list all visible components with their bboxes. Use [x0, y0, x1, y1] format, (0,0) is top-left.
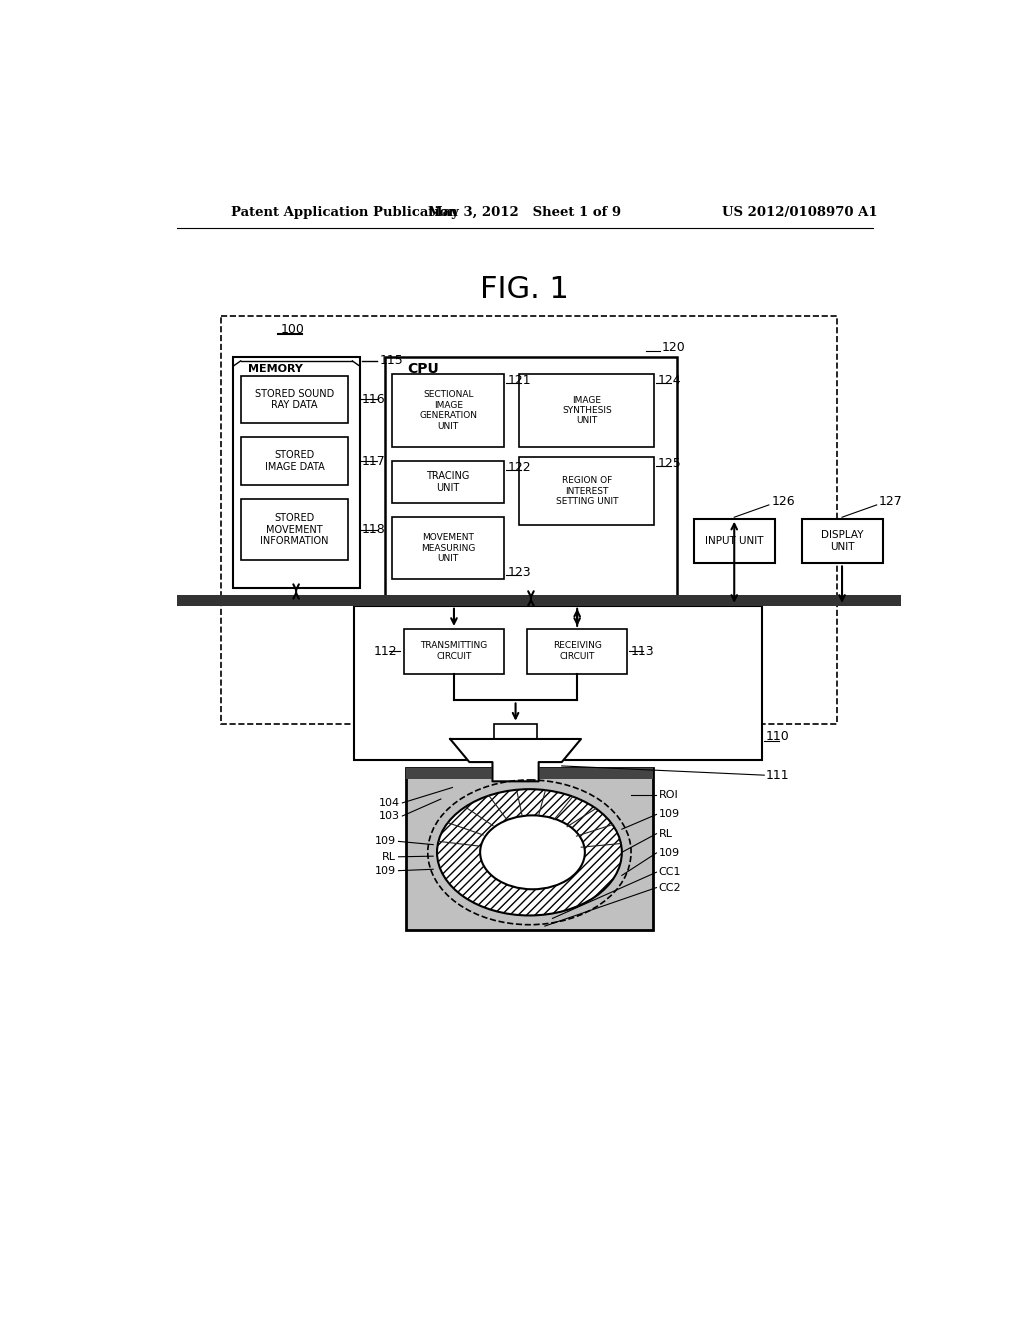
- Bar: [407, 768, 652, 779]
- Bar: [354, 606, 762, 760]
- Text: 109: 109: [375, 866, 396, 875]
- Bar: [519, 374, 654, 447]
- Text: SECTIONAL
IMAGE
GENERATION
UNIT: SECTIONAL IMAGE GENERATION UNIT: [419, 391, 477, 430]
- Bar: [241, 499, 348, 560]
- Text: May 3, 2012   Sheet 1 of 9: May 3, 2012 Sheet 1 of 9: [428, 206, 622, 219]
- Text: STORED SOUND
RAY DATA: STORED SOUND RAY DATA: [255, 388, 334, 411]
- Text: DISPLAY
UNIT: DISPLAY UNIT: [821, 531, 863, 552]
- Text: 117: 117: [361, 454, 385, 467]
- Bar: [802, 519, 883, 564]
- Bar: [241, 376, 348, 424]
- Text: RL: RL: [382, 851, 396, 862]
- Text: 109: 109: [375, 837, 396, 846]
- Bar: [221, 317, 838, 725]
- Text: INPUT UNIT: INPUT UNIT: [706, 536, 764, 546]
- Text: 115: 115: [379, 354, 403, 367]
- Text: 126: 126: [771, 495, 795, 508]
- Text: 125: 125: [658, 457, 682, 470]
- Text: TRANSMITTING
CIRCUIT: TRANSMITTING CIRCUIT: [420, 642, 487, 661]
- Bar: [392, 517, 504, 578]
- Text: STORED
IMAGE DATA: STORED IMAGE DATA: [264, 450, 325, 471]
- Text: ROI: ROI: [658, 791, 679, 800]
- Text: 121: 121: [508, 374, 531, 387]
- Text: TRACING
UNIT: TRACING UNIT: [427, 471, 470, 492]
- Text: RECEIVING
CIRCUIT: RECEIVING CIRCUIT: [553, 642, 601, 661]
- Text: 100: 100: [281, 323, 304, 335]
- Bar: [407, 768, 652, 929]
- Bar: [694, 519, 775, 564]
- Text: MOVEMENT
MEASURING
UNIT: MOVEMENT MEASURING UNIT: [421, 533, 475, 562]
- Text: 104: 104: [379, 797, 400, 808]
- Text: REGION OF
INTEREST
SETTING UNIT: REGION OF INTEREST SETTING UNIT: [556, 477, 618, 506]
- Text: CC1: CC1: [658, 867, 681, 878]
- Text: CC2: CC2: [658, 883, 681, 892]
- Text: US 2012/0108970 A1: US 2012/0108970 A1: [722, 206, 878, 219]
- Bar: [519, 457, 654, 525]
- Text: 112: 112: [374, 644, 397, 657]
- Text: 120: 120: [662, 342, 686, 354]
- Text: RL: RL: [658, 829, 673, 838]
- Bar: [403, 628, 504, 673]
- Bar: [385, 358, 677, 602]
- Bar: [177, 595, 900, 606]
- Bar: [241, 437, 348, 484]
- Ellipse shape: [437, 789, 622, 916]
- Polygon shape: [451, 739, 581, 781]
- Text: FIG. 1: FIG. 1: [480, 275, 569, 304]
- Bar: [392, 461, 504, 503]
- Bar: [233, 358, 360, 589]
- Text: STORED
MOVEMENT
INFORMATION: STORED MOVEMENT INFORMATION: [260, 513, 329, 546]
- Text: 118: 118: [361, 523, 385, 536]
- Text: 113: 113: [631, 644, 654, 657]
- Text: MEMORY: MEMORY: [248, 363, 303, 374]
- Text: 111: 111: [766, 768, 790, 781]
- Bar: [527, 628, 628, 673]
- Text: CPU: CPU: [408, 363, 439, 376]
- Text: Patent Application Publication: Patent Application Publication: [230, 206, 458, 219]
- Text: 124: 124: [658, 374, 682, 387]
- Text: IMAGE
SYNTHESIS
UNIT: IMAGE SYNTHESIS UNIT: [562, 396, 611, 425]
- Text: 109: 109: [658, 847, 680, 858]
- Text: 103: 103: [379, 810, 400, 821]
- Text: 127: 127: [879, 495, 903, 508]
- Text: 109: 109: [658, 809, 680, 820]
- Text: 116: 116: [361, 393, 385, 407]
- Bar: [392, 374, 504, 447]
- Text: 110: 110: [766, 730, 790, 743]
- Ellipse shape: [480, 816, 585, 890]
- Text: 123: 123: [508, 566, 531, 579]
- Bar: [495, 723, 537, 739]
- Text: 122: 122: [508, 461, 531, 474]
